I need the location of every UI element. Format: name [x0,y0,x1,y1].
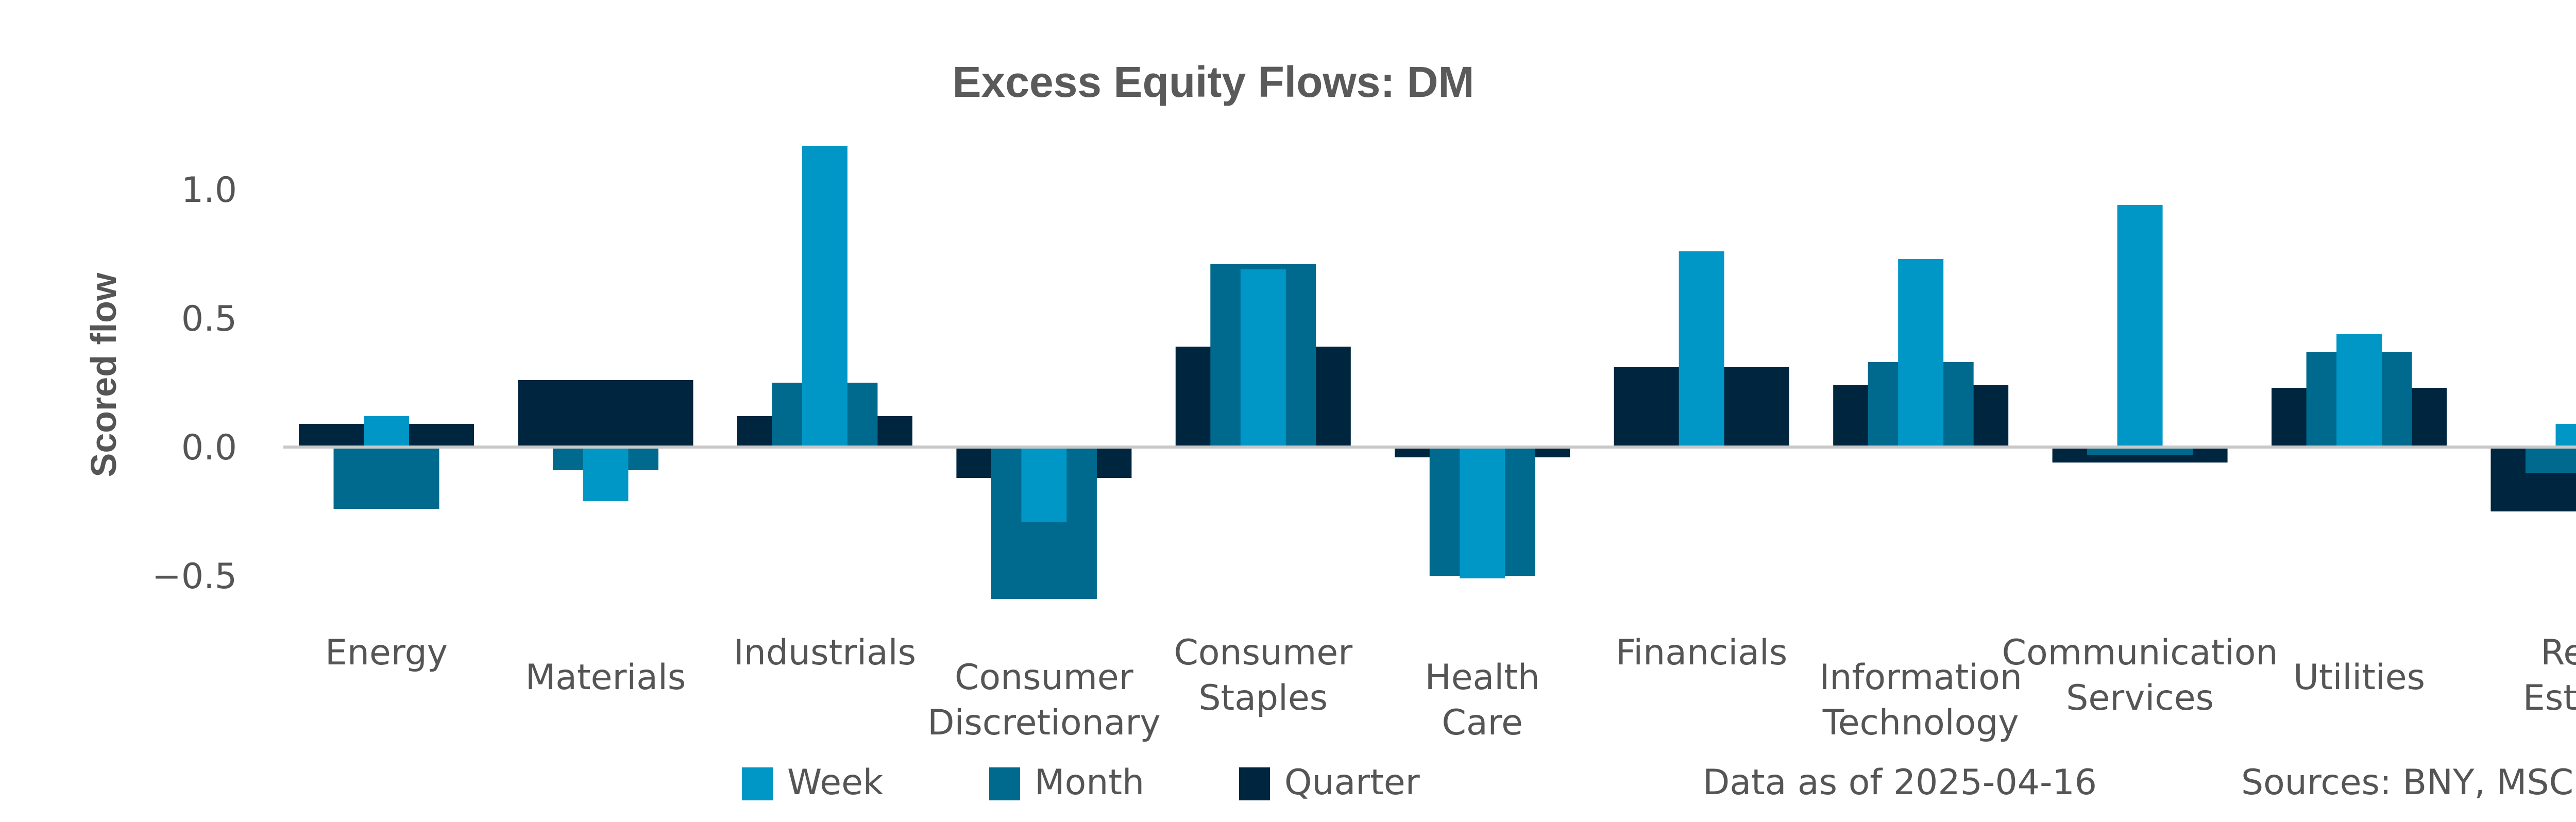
bar-week [1460,447,1505,578]
y-axis-label: Scored flow [83,272,124,477]
legend: Week Month Quarter [742,762,1420,803]
bars [299,146,2576,599]
bar-quarter [518,380,693,447]
x-category-label: Consumer Staples [1174,632,1352,718]
bar-week [1021,447,1067,522]
bar-week [2117,205,2163,447]
y-tick-label: 1.0 [181,170,237,211]
y-axis-ticks: 1.0 0.5 0.0 −0.5 [152,170,237,597]
bar-week [364,416,409,447]
x-category-label: Communication Services [2002,632,2278,718]
bar-week [1679,251,1724,447]
bar-week [583,447,629,501]
bar-week [2336,334,2382,447]
bar-month [333,447,439,509]
x-category-label: Health Care [1425,657,1540,743]
chart-title: Excess Equity Flows: DM [953,58,1475,106]
legend-swatch-quarter [1239,767,1270,800]
y-tick-label: 0.0 [181,427,237,468]
x-category-label: Energy [325,632,448,673]
x-category-label: Utilities [2293,657,2425,698]
legend-label-week: Week [787,762,884,803]
bar-week [2555,424,2576,447]
x-category-label: Materials [526,657,686,698]
x-category-label: Financials [1616,632,1787,673]
data-as-of-note: Data as of 2025-04-16 [1703,762,2097,803]
y-tick-label: 0.5 [181,299,237,339]
bar-month [2087,447,2193,455]
legend-label-quarter: Quarter [1284,762,1420,803]
legend-swatch-month [989,767,1020,800]
bar-week [1898,259,1944,447]
x-category-label: Industrials [734,632,916,673]
x-category-label: Information Technology [1819,657,2022,743]
legend-label-month: Month [1035,762,1144,803]
sources-note: Sources: BNY, MSCI [2241,762,2576,803]
x-axis-categories: Energy Materials Industrials Consumer Discre… [325,632,2576,743]
bar-month [2526,447,2576,473]
x-category-label: Consumer Discretionary [927,657,1161,743]
x-category-label: RealEstate [2523,632,2576,718]
bar-week [802,146,848,447]
y-tick-label: −0.5 [152,556,237,597]
bar-week [1240,269,1286,447]
legend-swatch-week [742,767,773,800]
